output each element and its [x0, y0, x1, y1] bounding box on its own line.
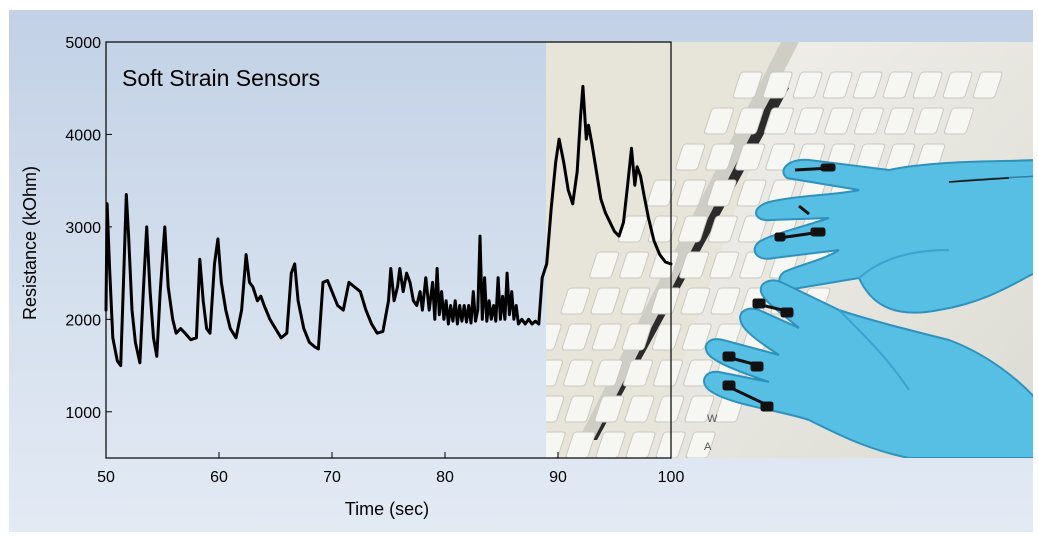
keyboard-key	[852, 71, 883, 99]
x-axis-ticks: 50 60 70 80 90 100	[97, 452, 684, 486]
keyboard-key	[561, 323, 592, 351]
keyboard-key	[560, 287, 591, 315]
keyboard-key	[677, 215, 708, 243]
keyboard-key	[710, 287, 741, 315]
keyboard-key	[623, 359, 653, 387]
y-tick-label: 5000	[65, 35, 101, 52]
keyboard-key	[684, 395, 715, 423]
strain-sensors	[722, 163, 1010, 412]
keyboard-key	[882, 71, 913, 99]
keyboard-key	[681, 323, 712, 351]
keyboard-key	[912, 71, 943, 99]
x-axis-label: Time (sec)	[345, 499, 429, 519]
keyboard-key	[914, 107, 944, 135]
resistance-series-line	[104, 84, 673, 368]
keyboard-key	[794, 107, 824, 135]
keyboard-key	[546, 359, 563, 387]
keyboard-key	[589, 251, 620, 279]
keyboard-key	[625, 431, 656, 458]
y-tick-label: 2000	[65, 312, 101, 329]
keyboard-key	[676, 179, 707, 207]
keyboard-key	[653, 359, 683, 387]
y-axis-ticks: 1000 2000 3000 4000 5000	[65, 35, 112, 422]
keyboard-key	[475, 432, 505, 458]
key-label-w: W	[707, 413, 718, 425]
keyboard-key	[792, 71, 823, 99]
keyboard-key	[503, 360, 533, 386]
right-gloved-hand	[753, 158, 1033, 314]
keyboard-key	[822, 71, 853, 99]
keyboard-key	[734, 107, 764, 135]
y-axis-label: Resistance (kOhm)	[20, 166, 40, 320]
keyboard-key	[563, 359, 593, 387]
keyboard-key	[546, 323, 562, 351]
keyboard-key	[619, 251, 650, 279]
keyboard-key	[680, 287, 711, 315]
x-tick-label: 70	[323, 469, 341, 486]
keyboard-key	[679, 251, 710, 279]
keyboard-key	[705, 143, 736, 171]
left-gloved-hand	[703, 279, 1033, 458]
keyboard-key	[593, 359, 623, 387]
keyboard-key	[735, 143, 766, 171]
key-label-a: A	[704, 441, 712, 453]
keyboard-key	[624, 395, 655, 423]
x-tick-label: 100	[658, 469, 685, 486]
keyboard-key	[709, 251, 740, 279]
keyboard-key	[591, 323, 622, 351]
y-tick-label: 1000	[65, 405, 101, 422]
keyboard-key	[564, 395, 595, 423]
keyboard-edge	[569, 42, 799, 458]
keyboard-hands-photo: W A	[475, 42, 1033, 458]
keyboard-key	[884, 107, 914, 135]
keyboard-key	[646, 179, 677, 207]
keyboard-key	[944, 107, 974, 135]
keyboard-key	[654, 395, 685, 423]
keyboard-key	[595, 431, 626, 458]
x-tick-label: 50	[97, 469, 115, 486]
keyboard-key	[685, 431, 716, 458]
keyboard-key	[732, 71, 763, 99]
keyboard-key	[762, 71, 793, 99]
keyboard-key	[650, 287, 681, 315]
strain-sensor-chart: W A	[20, 35, 1033, 519]
keyboard-key	[824, 107, 854, 135]
keyboard-key	[565, 431, 596, 458]
keyboard-key	[590, 287, 621, 315]
keyboard-key	[675, 143, 706, 171]
keyboard-key	[704, 107, 734, 135]
keyboard-key	[546, 395, 565, 423]
keyboard-key	[942, 71, 973, 99]
y-tick-label: 4000	[65, 127, 101, 144]
keyboard-key	[504, 396, 534, 422]
keyboard-key	[505, 432, 535, 458]
keyboard-key	[972, 71, 1003, 99]
keyboard-key	[707, 215, 738, 243]
keyboard-key	[854, 107, 884, 135]
keyboard-key	[706, 179, 737, 207]
x-tick-label: 60	[210, 469, 228, 486]
keyboard-key	[764, 107, 794, 135]
keyboard-key	[594, 395, 625, 423]
x-tick-label: 90	[549, 469, 567, 486]
x-tick-label: 80	[436, 469, 454, 486]
chart-title: Soft Strain Sensors	[122, 65, 320, 91]
keyboard-key	[621, 323, 652, 351]
series-layer	[104, 84, 673, 368]
slide-background: W A	[9, 10, 1033, 532]
keyboard-key	[546, 431, 566, 458]
keyboard-key	[620, 287, 651, 315]
y-tick-label: 3000	[65, 220, 101, 237]
keyboard-key	[736, 179, 767, 207]
